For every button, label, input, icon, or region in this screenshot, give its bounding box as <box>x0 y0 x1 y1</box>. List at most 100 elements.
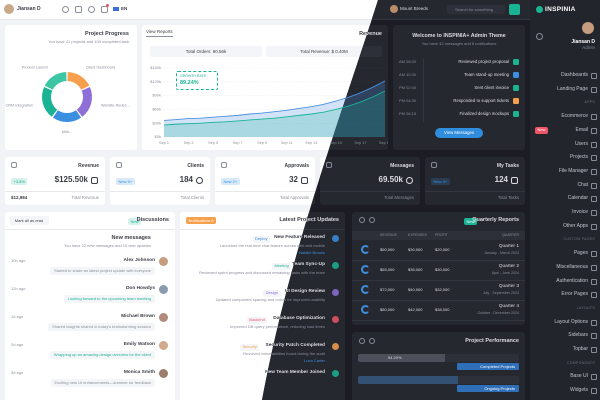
sender-name: Michael Brown <box>121 314 155 319</box>
menu-icon <box>591 333 597 339</box>
menu-item[interactable]: Chat <box>577 181 588 188</box>
card-title: Revenue <box>359 31 382 37</box>
menu-button[interactable] <box>509 4 520 15</box>
quarter-name: Quarter 3 <box>498 284 519 289</box>
menu-item[interactable]: Sidebars <box>568 332 588 339</box>
menu-item[interactable]: Authentication <box>556 277 588 284</box>
new-badge: New <box>464 218 477 225</box>
welcome-title: Welcome to INSPINIA+ Admin Theme <box>412 33 506 39</box>
table-cell: $42,000 <box>408 307 423 312</box>
menu-item[interactable]: Email <box>575 126 588 133</box>
stat-icon <box>431 162 437 168</box>
message-time: 3d ago <box>11 370 24 375</box>
donut-label: Client Dashboard <box>86 65 115 69</box>
x-tick-label: Sep 11 <box>281 141 293 145</box>
menu-item[interactable]: Pages <box>573 250 588 257</box>
table-cell: $32,000 <box>435 287 450 292</box>
button-label: View Messages <box>443 130 474 135</box>
menu-item[interactable]: Users <box>574 140 588 147</box>
update-title: Team Sync-Up <box>292 262 325 267</box>
menu-item[interactable]: Calendar <box>567 195 588 202</box>
update-icon <box>332 289 339 296</box>
brand: INSPINIA <box>545 6 576 13</box>
search-box[interactable]: Search for something <box>447 5 505 14</box>
menu-item[interactable]: Other Apps <box>562 222 588 229</box>
project-progress-card: Project Progress You have 21 projects and… <box>5 25 137 150</box>
menu-item[interactable]: File Manager <box>558 167 588 174</box>
card-title: Discussions <box>136 217 169 223</box>
progress-track: 54.20% <box>358 354 519 362</box>
menu-heading: CUSTOM PAGES <box>563 237 595 242</box>
x-tick-label: Sep 7 <box>233 141 243 145</box>
table-cell: $40,000 <box>408 287 423 292</box>
stat-title: Approvals <box>284 163 309 169</box>
stat-footer-label: Total Tasks <box>497 195 519 200</box>
menu-icon <box>591 142 597 148</box>
search-placeholder: Search for something <box>455 6 494 12</box>
user-name: Mount Breeds <box>400 6 429 11</box>
menu-item[interactable]: Topbar <box>572 346 588 352</box>
x-tick-label: Sep 17 <box>354 141 366 145</box>
sender-name: Don Howdys <box>125 286 155 291</box>
avatar <box>390 5 398 13</box>
y-tick-label: $90k <box>152 93 161 98</box>
menu-item[interactable]: Ecommerce <box>561 113 588 120</box>
stat-badge: New 5+ <box>116 178 135 185</box>
stat-badge: New 4+ <box>431 178 450 185</box>
menu-icon <box>591 320 597 326</box>
menu-item[interactable]: Miscellaneous <box>556 263 588 270</box>
stat-footer-label: Total Messages <box>384 195 414 200</box>
stat-icon <box>11 162 17 168</box>
view-messages-button[interactable]: View Messages <box>435 128 483 138</box>
stat-card: Approvals New 2+ 32 Total Approvals <box>215 157 315 205</box>
message-bubble: Wrapping up an amazing design overview f… <box>49 351 155 359</box>
menu-icon <box>591 388 597 394</box>
card-title: Project Performance <box>465 338 519 344</box>
menu-item[interactable]: Projects <box>569 154 588 161</box>
x-tick-label: Sep 19 <box>379 141 388 145</box>
area <box>164 80 385 137</box>
welcome-subtitle: You have 42 messages and 6 notifications <box>421 41 497 46</box>
avatar <box>159 257 168 266</box>
stat-footer-label: Total Approvals <box>279 195 309 200</box>
message-text: Exciting new UI enhancements—summer for … <box>54 380 152 385</box>
divider <box>5 191 105 192</box>
menu-item[interactable]: Dashboards <box>561 72 588 78</box>
avatar <box>4 4 14 14</box>
update-tag: Security <box>239 343 260 351</box>
total-orders: Total Orders: 90.56k <box>185 48 227 54</box>
column-header: PROFIT <box>435 232 448 237</box>
mark-read-button[interactable]: Mark all as read <box>9 216 49 225</box>
message-text: Started to share an latest project updat… <box>54 268 151 273</box>
update-tag: Design <box>263 289 281 297</box>
menu-icon <box>591 292 597 298</box>
table-cell: $30,000 <box>435 267 450 272</box>
update-tag: Meeting <box>271 262 292 270</box>
menu-icon <box>591 279 597 285</box>
stat-icon <box>221 162 227 168</box>
menu-item[interactable]: Invoice <box>572 209 588 215</box>
donut-segment <box>76 87 92 117</box>
menu-item[interactable]: Base UI <box>570 373 588 380</box>
avatar <box>582 22 594 34</box>
stat-footer-label: Total Revenue <box>71 195 99 200</box>
stat-title: Revenue <box>78 163 99 169</box>
column-header: REVENUE <box>380 232 397 237</box>
stat-value: 124 <box>494 175 508 184</box>
message-text: Looking forward to the upcoming team mee… <box>67 296 151 301</box>
avatar <box>159 285 168 294</box>
quarter-name: Quarter 2 <box>498 264 519 269</box>
menu-item[interactable]: Layout Options <box>554 318 588 325</box>
menu-item[interactable]: Widgets <box>569 387 588 394</box>
donut-label: CRM Integration <box>5 104 33 108</box>
update-author: Natalie Brooks <box>298 250 325 255</box>
menu-item[interactable]: Error Pages <box>561 291 588 298</box>
performance-card: Project Performance 54.20% Completed Proje… <box>352 332 525 400</box>
update-text: Updated component spacing and colors for… <box>215 297 325 302</box>
update-icon <box>332 316 339 323</box>
menu-item[interactable]: Landing Page <box>557 85 588 92</box>
row-divider <box>352 260 525 261</box>
sidebar-user: Jiansan D <box>571 39 595 45</box>
view-reports-button[interactable]: View Reports <box>146 29 173 37</box>
stat-footer-value: $12,984 <box>11 195 28 200</box>
